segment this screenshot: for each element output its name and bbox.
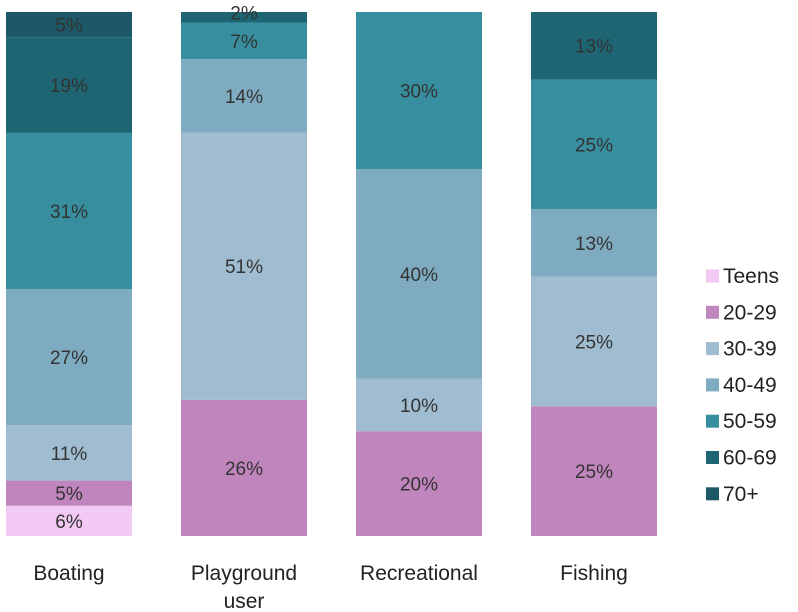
bar-segment-fishing-40-49 — [531, 209, 657, 277]
bar-segment-boating-50-59 — [6, 132, 132, 290]
legend-swatch-50-59 — [706, 414, 719, 428]
bar-segment-fishing-60-69 — [531, 12, 657, 80]
bar-segment-boating-30-39 — [6, 425, 132, 481]
data-label-fishing-60-69: 13% — [575, 37, 613, 58]
legend-swatch-70 — [706, 487, 719, 501]
bar-segment-playground-user-30-39 — [181, 132, 307, 400]
data-label-fishing-30-39: 25% — [575, 332, 613, 353]
legend-swatch-teens — [706, 269, 719, 283]
bar-segment-playground-user-20-29 — [181, 399, 307, 536]
bar-area: 6% 5% 11% 27% 31% 19% 5% 26% 51% 14% 7% 2% 20% 10% 40%… — [6, 3, 657, 536]
data-label-fishing-40-49: 13% — [575, 234, 613, 255]
data-label-recreational-30-39: 10% — [400, 396, 438, 417]
category-label-playground-user: Playground user — [191, 562, 297, 612]
legend-swatch-20-29 — [706, 305, 719, 319]
data-label-recreational-20-29: 20% — [400, 475, 438, 496]
bar-segment-playground-user-60-69 — [181, 12, 307, 23]
legend-label-60-69: 60-69 — [723, 447, 777, 470]
legend-swatch-40-49 — [706, 378, 719, 392]
bar-segment-boating-teens — [6, 505, 132, 536]
bar-segment-recreational-30-39 — [356, 378, 482, 432]
bar-segment-boating-60-69 — [6, 37, 132, 133]
bar-segment-playground-user-50-59 — [181, 22, 307, 60]
bar-segment-fishing-50-59 — [531, 79, 657, 210]
category-label-fishing: Fishing — [560, 562, 628, 585]
bar-segment-boating-70 — [6, 12, 132, 38]
category-labels: Boating Playground user Recreational Fishing — [33, 562, 627, 612]
data-label-fishing-20-29: 25% — [575, 462, 613, 483]
data-label-playground-user-40-49: 14% — [225, 87, 263, 108]
bar-segment-recreational-40-49 — [356, 169, 482, 379]
legend-swatch-30-39 — [706, 342, 719, 356]
legend-label-teens: Teens — [723, 265, 779, 288]
data-label-boating-20-29: 5% — [55, 484, 83, 505]
data-label-recreational-50-59: 30% — [400, 82, 438, 103]
data-label-boating-70: 5% — [55, 16, 83, 37]
legend: Teens 20-29 30-39 40-49 50-59 60-69 70+ — [706, 265, 779, 506]
data-label-boating-30-39: 11% — [51, 444, 88, 465]
data-label-recreational-40-49: 40% — [400, 265, 438, 286]
bar-segment-recreational-50-59 — [356, 12, 482, 170]
data-label-boating-teens: 6% — [55, 512, 83, 533]
data-label-fishing-50-59: 25% — [575, 135, 613, 156]
bar-segment-boating-40-49 — [6, 289, 132, 426]
data-label-playground-user-30-39: 51% — [225, 257, 263, 278]
bar-segment-boating-20-29 — [6, 480, 132, 506]
category-label-recreational: Recreational — [360, 562, 478, 585]
legend-label-20-29: 20-29 — [723, 301, 777, 324]
legend-label-30-39: 30-39 — [723, 338, 777, 361]
bar-segment-fishing-20-29 — [531, 406, 657, 536]
data-label-playground-user-60-69: 2% — [230, 3, 258, 24]
legend-label-70: 70+ — [723, 483, 759, 506]
legend-label-50-59: 50-59 — [723, 410, 777, 433]
bar-segment-fishing-30-39 — [531, 276, 657, 407]
legend-swatch-60-69 — [706, 451, 719, 464]
data-label-boating-40-49: 27% — [50, 348, 88, 369]
bar-segment-recreational-20-29 — [356, 431, 482, 536]
data-label-playground-user-20-29: 26% — [225, 459, 263, 480]
category-label-boating: Boating — [33, 562, 104, 585]
data-label-playground-user-50-59: 7% — [230, 32, 258, 53]
data-label-boating-50-59: 31% — [50, 202, 88, 223]
legend-label-40-49: 40-49 — [723, 374, 777, 397]
bar-segment-playground-user-40-49 — [181, 59, 307, 133]
data-label-boating-60-69: 19% — [50, 76, 88, 97]
